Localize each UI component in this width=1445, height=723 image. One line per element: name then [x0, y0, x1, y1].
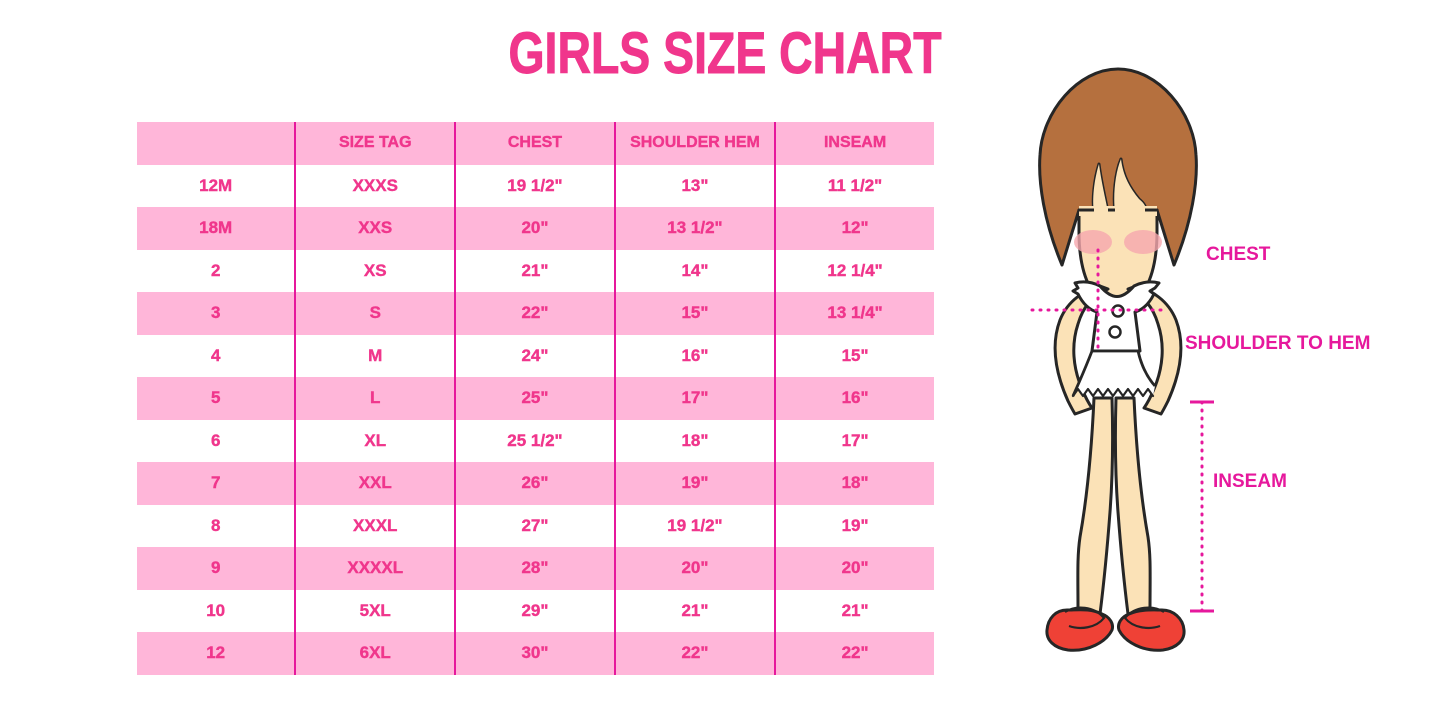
- svg-text:CHEST: CHEST: [1206, 244, 1271, 265]
- svg-text:SHOULDER TO HEM: SHOULDER TO HEM: [1185, 333, 1370, 354]
- svg-text:INSEAM: INSEAM: [1213, 471, 1287, 492]
